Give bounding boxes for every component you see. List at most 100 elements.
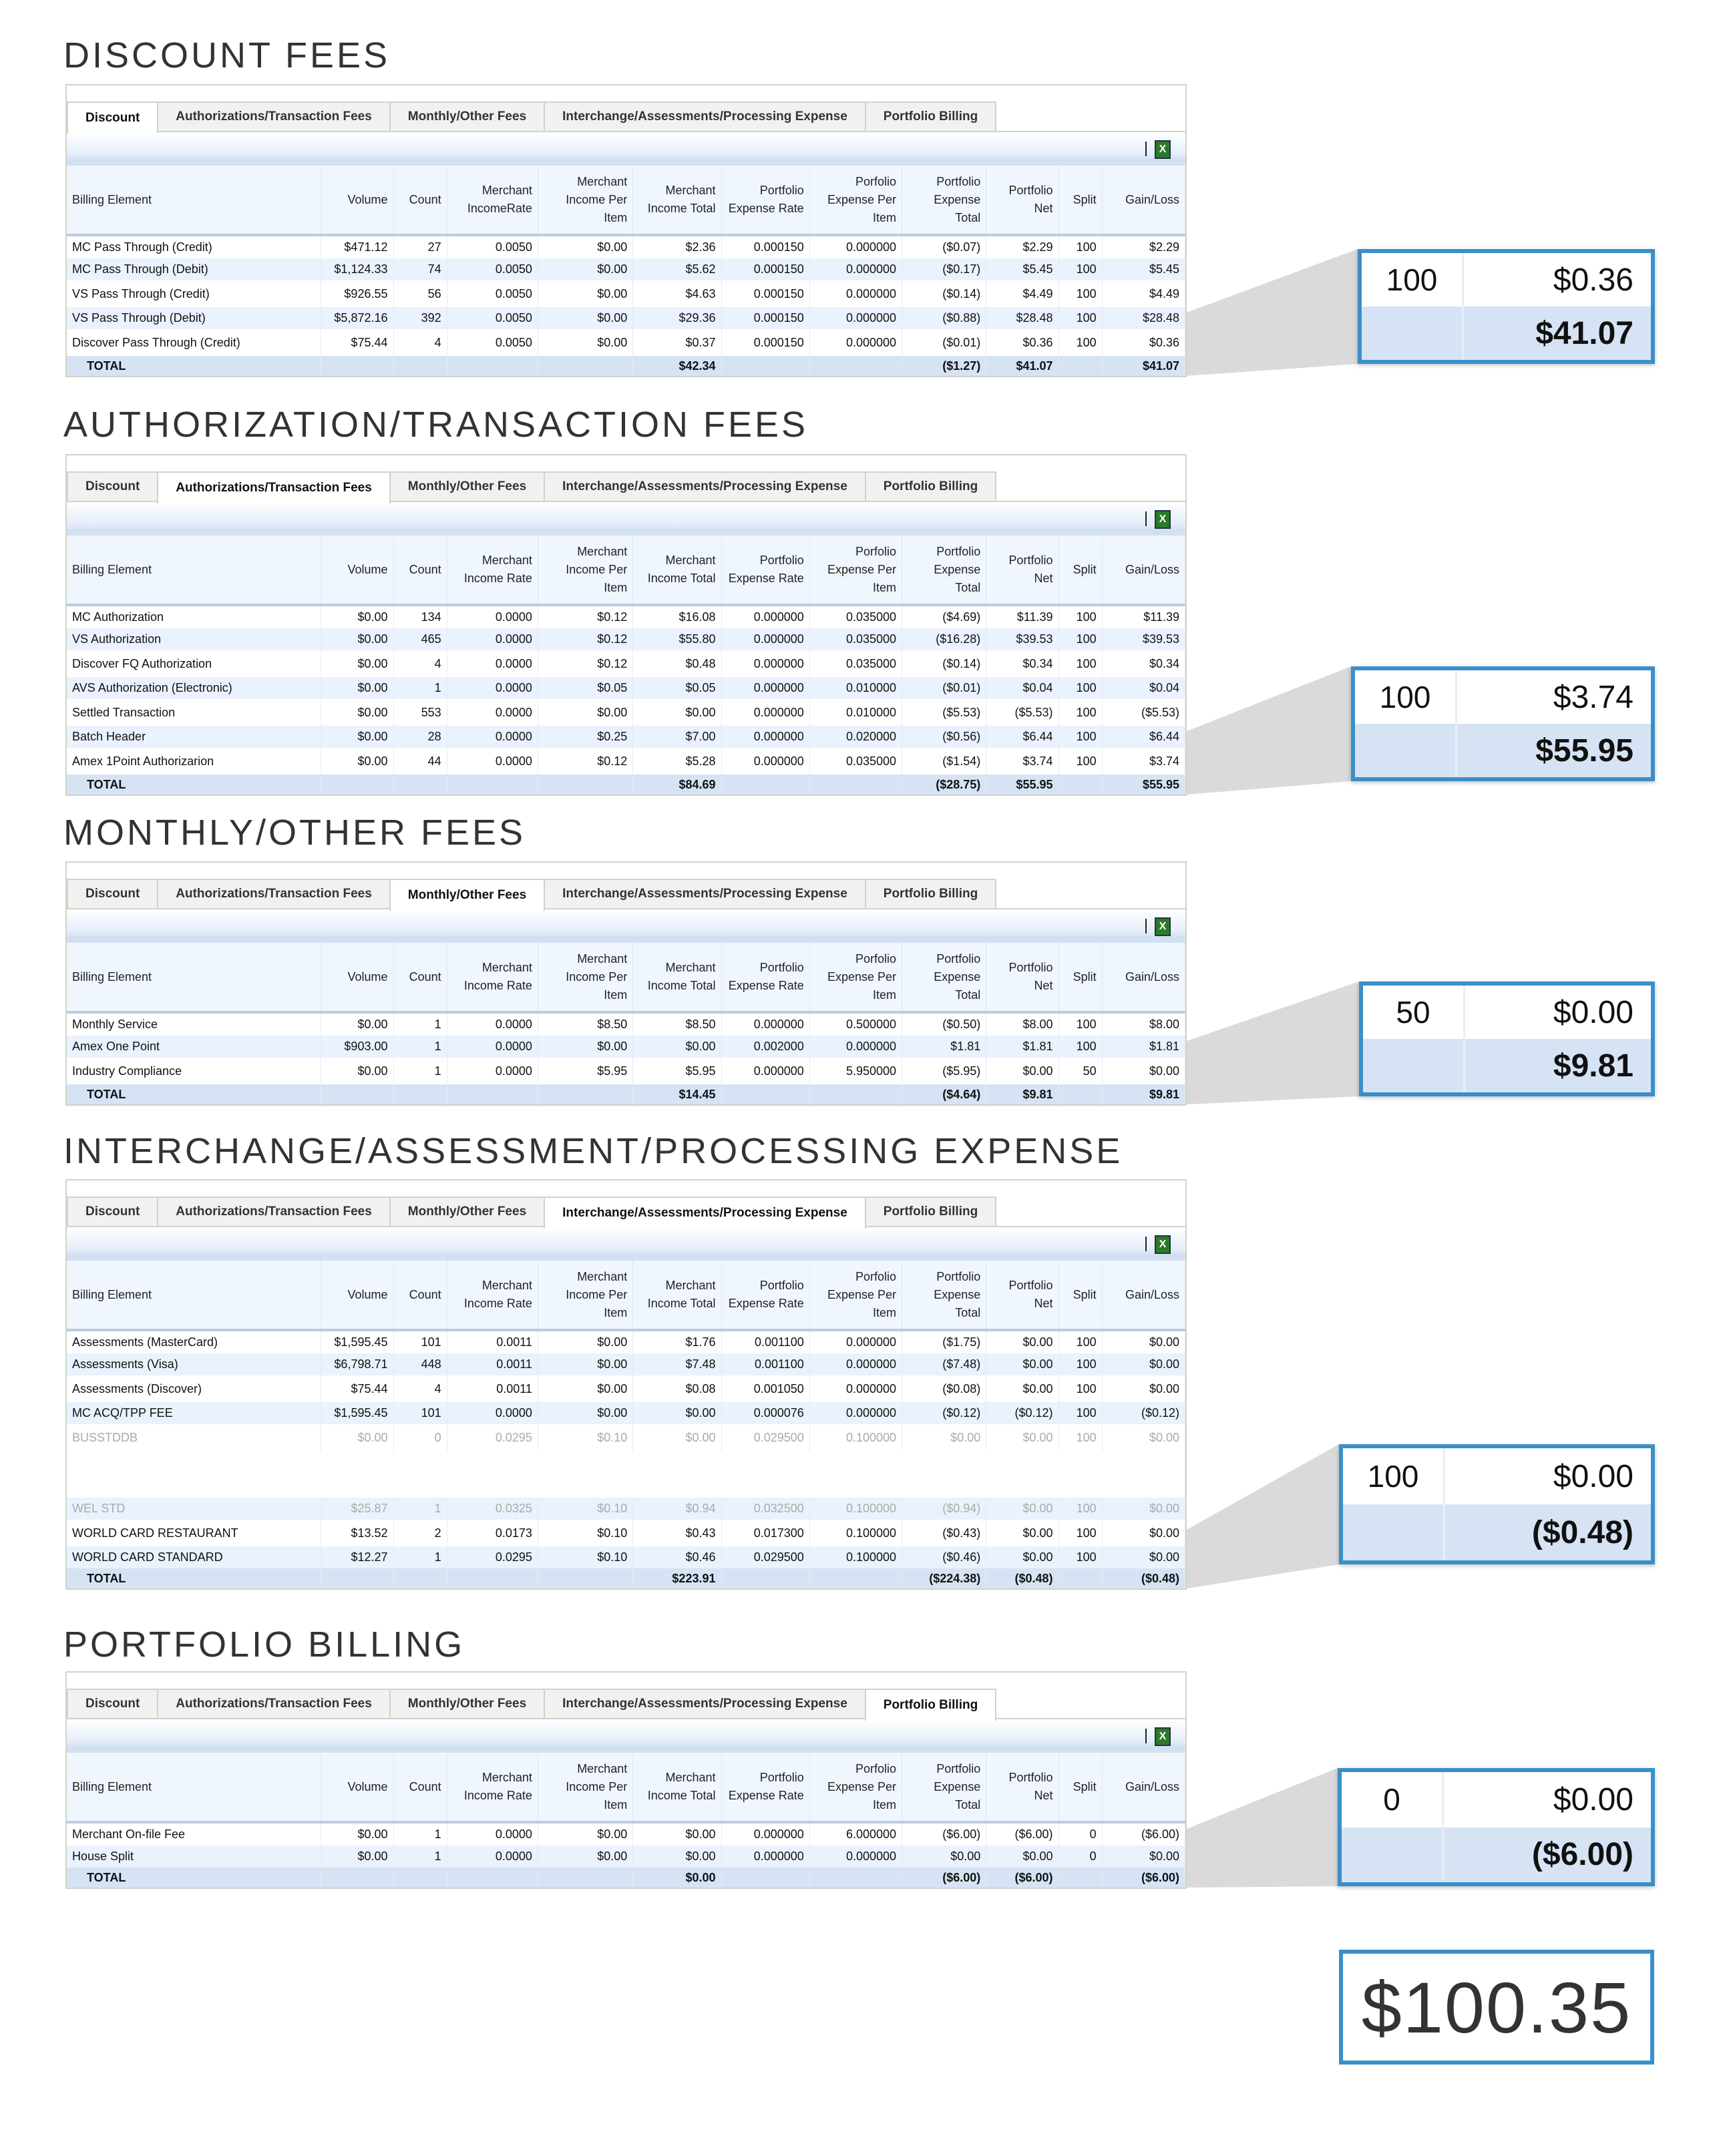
table-row[interactable]: Discover FQ Authorization $0.00 4 0.0000 $0.…	[67, 650, 1186, 677]
table-row[interactable]: WEL STD $25.87 1 0.0325 $0.10 $0.94 0.032500 0.…	[67, 1498, 1186, 1520]
column-header-portfolio-expense-total[interactable]: Portfolio Expense Total	[902, 943, 987, 1014]
tab-1[interactable]: Authorizations/Transaction Fees	[157, 879, 391, 908]
column-header-billing-element[interactable]: Billing Element	[67, 166, 322, 236]
column-header-volume[interactable]: Volume	[321, 166, 394, 236]
table-row[interactable]: VS Pass Through (Credit) $926.55 56 0.0050 $…	[67, 280, 1186, 307]
column-header-portfolio-expense-total[interactable]: Portfolio Expense Total	[902, 1261, 987, 1331]
column-header-portfolio-net[interactable]: Portfolio Net	[986, 166, 1059, 236]
column-header-volume[interactable]: Volume	[321, 535, 394, 606]
excel-export-icon[interactable]: X	[1155, 140, 1171, 159]
column-header-billing-element[interactable]: Billing Element	[67, 1261, 322, 1331]
tab-1[interactable]: Authorizations/Transaction Fees	[157, 101, 391, 131]
column-header-portfolio-expense-rate[interactable]: Portfolio Expense Rate	[721, 535, 810, 606]
column-header-portfolio-expense-rate[interactable]: Portfolio Expense Rate	[721, 943, 810, 1014]
table-row[interactable]: Settled Transaction $0.00 553 0.0000 $0.00 $0…	[67, 699, 1186, 726]
column-header-gain-loss[interactable]: Gain/Loss	[1102, 166, 1186, 236]
table-row[interactable]: Amex 1Point Authorizarion $0.00 44 0.0000 $0…	[67, 748, 1186, 775]
column-header-merchant-income-per-item[interactable]: Merchant Income Per Item	[538, 166, 634, 236]
table-row[interactable]: Monthly Service $0.00 1 0.0000 $8.50 $8.50 0.0…	[67, 1012, 1186, 1036]
table-row[interactable]: Merchant On-file Fee $0.00 1 0.0000 $0.00 $0.…	[67, 1822, 1186, 1846]
column-header-merchant-income-per-item[interactable]: Merchant Income Per Item	[538, 1261, 634, 1331]
column-header-portfolio-net[interactable]: Portfolio Net	[986, 1261, 1059, 1331]
column-header-split[interactable]: Split	[1058, 535, 1103, 606]
column-header-billing-element[interactable]: Billing Element	[67, 535, 322, 606]
tab-3[interactable]: Interchange/Assessments/Processing Expen…	[544, 101, 866, 131]
column-header-portfolio-expense-per-item[interactable]: Porfolio Expense Per Item	[809, 1261, 903, 1331]
column-header-merchant-income-total[interactable]: Merchant Income Total	[632, 1261, 722, 1331]
table-row[interactable]: AVS Authorization (Electronic) $0.00 1 0.00…	[67, 677, 1186, 699]
column-header-count[interactable]: Count	[393, 1261, 447, 1331]
column-header-merchant-income-per-item[interactable]: Merchant Income Per Item	[538, 1753, 634, 1823]
column-header-merchant-income-total[interactable]: Merchant Income Total	[632, 1753, 722, 1823]
column-header-portfolio-expense-total[interactable]: Portfolio Expense Total	[902, 535, 987, 606]
column-header-gain-loss[interactable]: Gain/Loss	[1102, 1261, 1186, 1331]
table-row[interactable]: BUSSTDDB $0.00 0 0.0295 $0.10 $0.00 0.029500 0.…	[67, 1424, 1186, 1451]
table-row[interactable]: MC Pass Through (Debit) $1,124.33 74 0.0050…	[67, 258, 1186, 280]
column-header-portfolio-expense-total[interactable]: Portfolio Expense Total	[902, 1753, 987, 1823]
tab-3[interactable]: Interchange/Assessments/Processing Expen…	[544, 879, 866, 908]
column-header-portfolio-expense-total[interactable]: Portfolio Expense Total	[902, 166, 987, 236]
column-header-volume[interactable]: Volume	[321, 1261, 394, 1331]
excel-export-icon[interactable]: X	[1155, 1727, 1171, 1746]
table-row[interactable]: VS Pass Through (Debit) $5,872.16 392 0.005…	[67, 307, 1186, 329]
table-row[interactable]: Amex One Point $903.00 1 0.0000 $0.00 $0.00 0.…	[67, 1036, 1186, 1058]
tab-3[interactable]: Interchange/Assessments/Processing Expen…	[544, 471, 866, 501]
excel-export-icon[interactable]: X	[1155, 510, 1171, 529]
tab-4[interactable]: Portfolio Billing	[864, 101, 997, 131]
column-header-count[interactable]: Count	[393, 943, 447, 1014]
column-header-volume[interactable]: Volume	[321, 1753, 394, 1823]
column-header-merchant-income-total[interactable]: Merchant Income Total	[632, 535, 722, 606]
tab-4[interactable]: Portfolio Billing	[864, 471, 997, 501]
tab-1[interactable]: Authorizations/Transaction Fees	[157, 1689, 391, 1718]
excel-export-icon[interactable]: X	[1155, 1235, 1171, 1254]
column-header-portfolio-expense-rate[interactable]: Portfolio Expense Rate	[721, 1753, 810, 1823]
tab-0[interactable]: Discount	[67, 101, 159, 134]
column-header-portfolio-expense-per-item[interactable]: Porfolio Expense Per Item	[809, 943, 903, 1014]
column-header-volume[interactable]: Volume	[321, 943, 394, 1014]
tab-2[interactable]: Monthly/Other Fees	[389, 101, 546, 131]
table-row[interactable]: MC Pass Through (Credit) $471.12 27 0.0050 $…	[67, 235, 1186, 258]
tab-0[interactable]: Discount	[67, 879, 159, 908]
column-header-portfolio-net[interactable]: Portfolio Net	[986, 1753, 1059, 1823]
tab-0[interactable]: Discount	[67, 1689, 159, 1718]
column-header-merchant-income-total[interactable]: Merchant Income Total	[632, 943, 722, 1014]
column-header-gain-loss[interactable]: Gain/Loss	[1102, 535, 1186, 606]
column-header-count[interactable]: Count	[393, 535, 447, 606]
column-header-count[interactable]: Count	[393, 1753, 447, 1823]
table-row[interactable]: Discover Pass Through (Credit) $75.44 4 0.0…	[67, 329, 1186, 356]
table-row[interactable]: House Split $0.00 1 0.0000 $0.00 $0.00 0.00000…	[67, 1846, 1186, 1868]
column-header-portfolio-expense-per-item[interactable]: Porfolio Expense Per Item	[809, 535, 903, 606]
table-row[interactable]: WORLD CARD STANDARD $12.27 1 0.0295 $0.10 $0.…	[67, 1546, 1186, 1568]
tab-2[interactable]: Monthly/Other Fees	[389, 1689, 546, 1718]
column-header-merchant-income-rate[interactable]: Merchant Income Rate	[447, 535, 538, 606]
table-row[interactable]: Industry Compliance $0.00 1 0.0000 $5.95 $5.9…	[67, 1058, 1186, 1084]
column-header-portfolio-expense-rate[interactable]: Portfolio Expense Rate	[721, 1261, 810, 1331]
column-header-merchant-income-total[interactable]: Merchant Income Total	[632, 166, 722, 236]
tab-1[interactable]: Authorizations/Transaction Fees	[157, 471, 391, 503]
column-header-merchant-income-rate[interactable]: Merchant Income Rate	[447, 943, 538, 1014]
column-header-merchant-income-rate[interactable]: Merchant Income Rate	[447, 1261, 538, 1331]
tab-3[interactable]: Interchange/Assessments/Processing Expen…	[544, 1689, 866, 1718]
column-header-billing-element[interactable]: Billing Element	[67, 943, 322, 1014]
tab-4[interactable]: Portfolio Billing	[864, 1689, 997, 1721]
tab-2[interactable]: Monthly/Other Fees	[389, 471, 546, 501]
column-header-portfolio-expense-rate[interactable]: Portfolio Expense Rate	[721, 166, 810, 236]
column-header-portfolio-expense-per-item[interactable]: Porfolio Expense Per Item	[809, 166, 903, 236]
table-row[interactable]: WORLD CARD RESTAURANT $13.52 2 0.0173 $0.10 $…	[67, 1520, 1186, 1546]
column-header-merchant-income-per-item[interactable]: Merchant Income Per Item	[538, 943, 634, 1014]
column-header-gain-loss[interactable]: Gain/Loss	[1102, 1753, 1186, 1823]
column-header-merchant-income-rate[interactable]: Merchant IncomeRate	[447, 166, 538, 236]
column-header-split[interactable]: Split	[1058, 1753, 1103, 1823]
column-header-merchant-income-rate[interactable]: Merchant Income Rate	[447, 1753, 538, 1823]
column-header-gain-loss[interactable]: Gain/Loss	[1102, 943, 1186, 1014]
tab-2[interactable]: Monthly/Other Fees	[389, 1197, 546, 1226]
column-header-split[interactable]: Split	[1058, 943, 1103, 1014]
table-row[interactable]: VS Authorization $0.00 465 0.0000 $0.12 $55.8…	[67, 628, 1186, 650]
table-row[interactable]: Assessments (MasterCard) $1,595.45 101 0.00…	[67, 1330, 1186, 1353]
excel-export-icon[interactable]: X	[1155, 917, 1171, 936]
column-header-portfolio-net[interactable]: Portfolio Net	[986, 535, 1059, 606]
column-header-merchant-income-per-item[interactable]: Merchant Income Per Item	[538, 535, 634, 606]
tab-2[interactable]: Monthly/Other Fees	[389, 879, 546, 911]
tab-0[interactable]: Discount	[67, 471, 159, 501]
column-header-portfolio-expense-per-item[interactable]: Porfolio Expense Per Item	[809, 1753, 903, 1823]
